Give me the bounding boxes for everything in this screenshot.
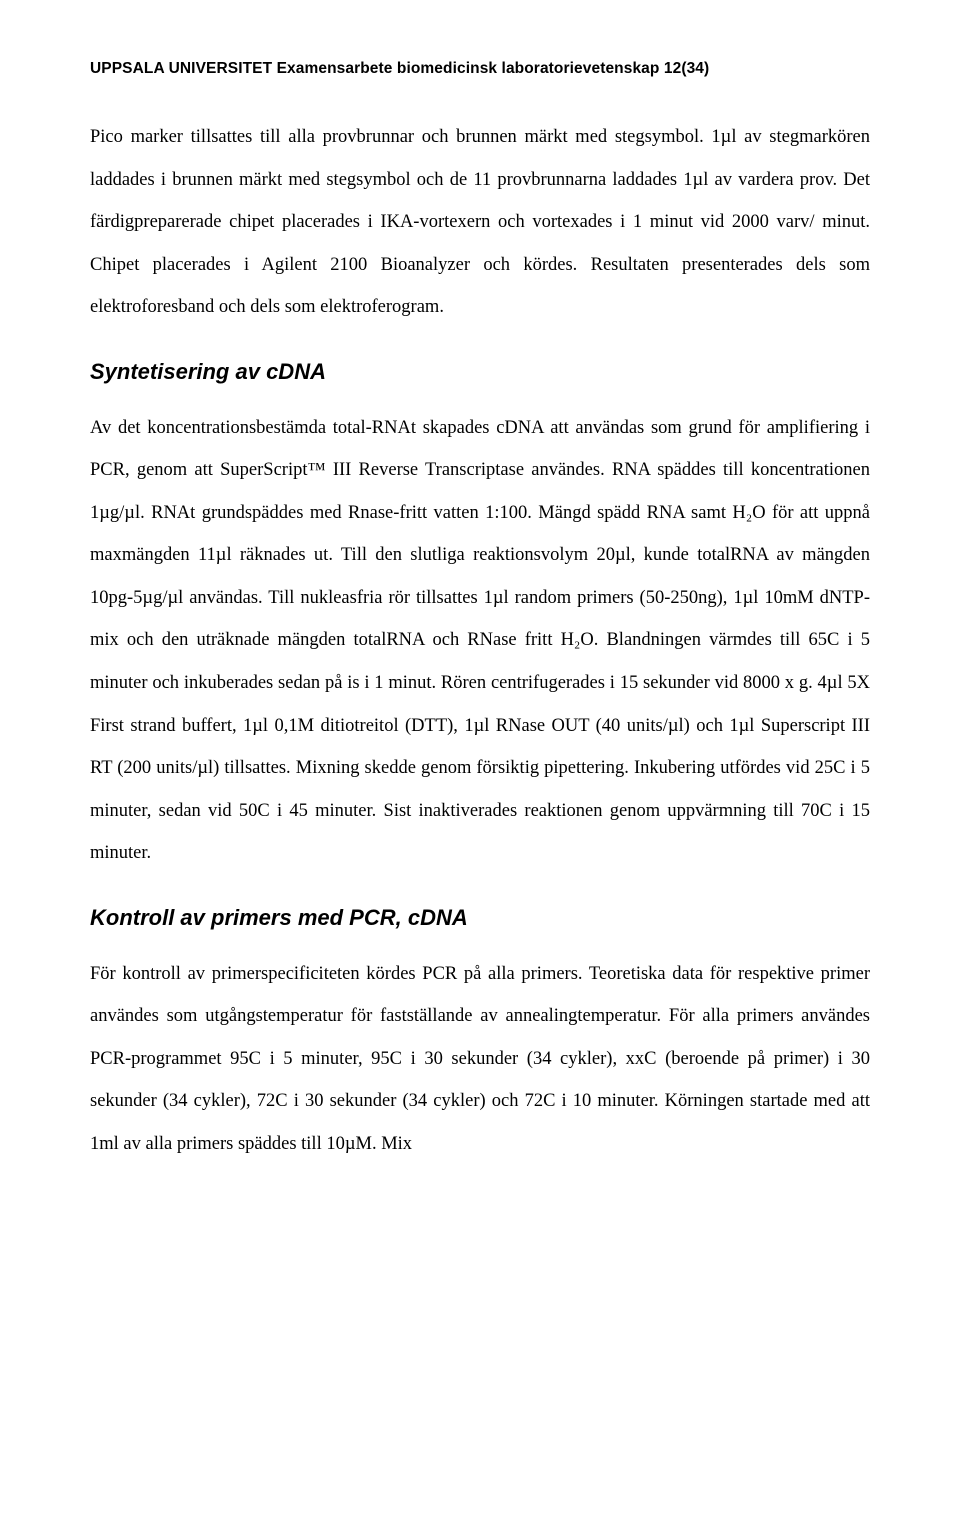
paragraph-intro: Pico marker tillsattes till alla provbru… xyxy=(90,116,870,329)
section-heading-kontroll: Kontroll av primers med PCR, cDNA xyxy=(90,905,870,931)
document-page: UPPSALA UNIVERSITET Examensarbete biomed… xyxy=(0,0,960,1253)
paragraph-kontroll: För kontroll av primerspecificiteten kör… xyxy=(90,953,870,1166)
page-header: UPPSALA UNIVERSITET Examensarbete biomed… xyxy=(90,60,870,78)
section-heading-syntetisering: Syntetisering av cDNA xyxy=(90,359,870,385)
paragraph-syntetisering: Av det koncentrationsbestämda total-RNAt… xyxy=(90,407,870,875)
